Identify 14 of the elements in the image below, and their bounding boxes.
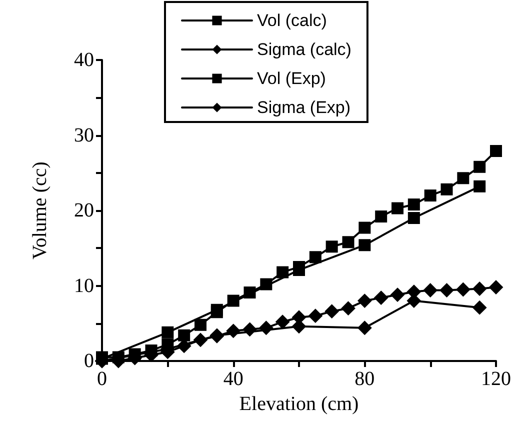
x-tick-label: 80 bbox=[354, 368, 375, 390]
x-tick-label: 120 bbox=[481, 368, 511, 390]
y-tick-label: 10 bbox=[74, 274, 94, 297]
x-axis-title: Elevation (cm) bbox=[239, 392, 359, 415]
y-axis-title: Volume (cc) bbox=[29, 162, 51, 260]
legend-label: Sigma (calc) bbox=[257, 40, 352, 59]
y-tick-label: 40 bbox=[74, 49, 94, 71]
legend-label: Sigma (Exp) bbox=[257, 98, 351, 117]
y-tick-label: 30 bbox=[74, 124, 94, 146]
y-tick-label: 20 bbox=[74, 200, 94, 222]
y-tick-label: 0 bbox=[84, 350, 94, 372]
legend-label: Vol (calc) bbox=[257, 11, 327, 30]
legend-label: Vol (Exp) bbox=[257, 69, 326, 88]
x-tick-label: 40 bbox=[223, 368, 244, 390]
